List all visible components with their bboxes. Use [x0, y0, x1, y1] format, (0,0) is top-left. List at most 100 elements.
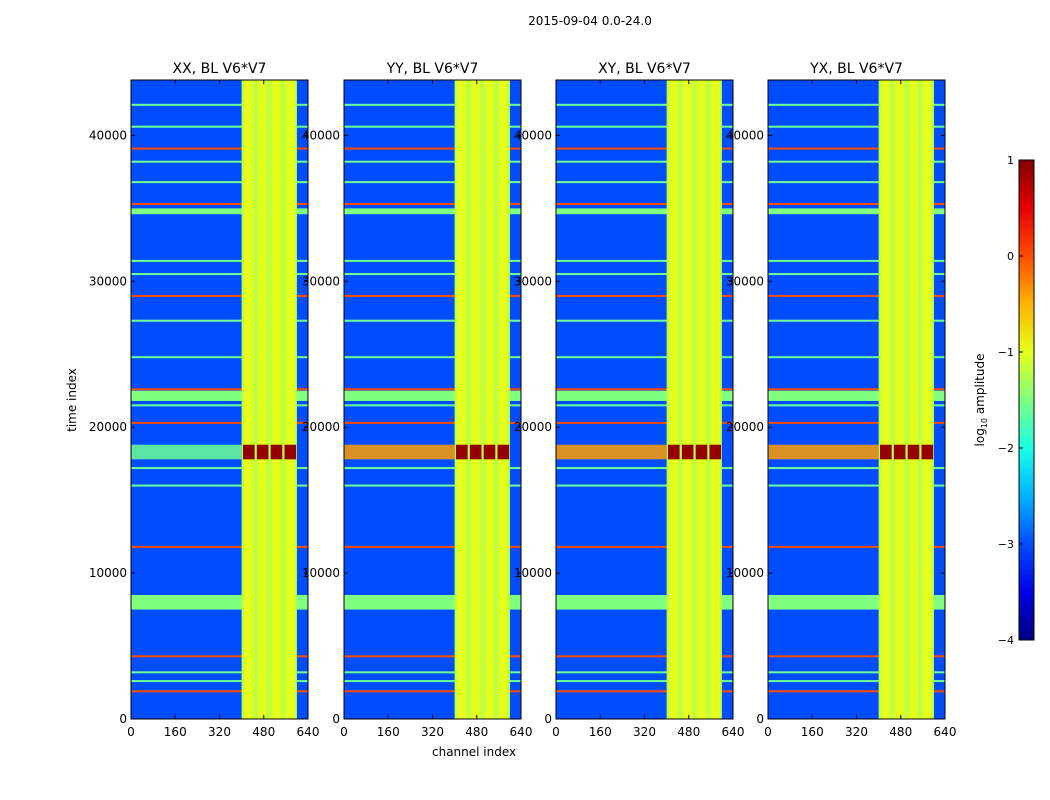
band-subcolumn [484, 80, 494, 719]
rfi-row [768, 294, 945, 297]
colorbar-tick-label: 0 [1007, 250, 1014, 263]
y-tick-label: 0 [544, 712, 552, 726]
x-tick-label: 0 [552, 725, 560, 739]
rfi-block [768, 208, 945, 215]
y-tick-label: 10000 [514, 566, 552, 580]
x-tick-label: 320 [208, 725, 231, 739]
rfi-row [131, 388, 308, 391]
rfi-row [768, 680, 945, 683]
x-tick-label: 160 [377, 725, 400, 739]
rfi-row [768, 319, 945, 322]
rfi-row [131, 545, 308, 548]
saturated-block [469, 444, 482, 460]
panel-title: YX, BL V6*V7 [809, 61, 903, 77]
x-tick-label: 640 [297, 725, 320, 739]
rfi-row [768, 203, 945, 206]
rfi-row [131, 680, 308, 683]
rfi-row [768, 259, 945, 262]
saturated-block [668, 444, 680, 460]
rfi-row [344, 421, 521, 424]
rfi-row [556, 356, 733, 359]
rfi-row [556, 147, 733, 150]
band-subcolumn [696, 80, 706, 719]
x-tick-label: 480 [677, 725, 700, 739]
colorbar-label-main: log [972, 428, 987, 447]
rfi-row [556, 671, 733, 674]
rfi-row [556, 680, 733, 683]
y-tick-label: 30000 [726, 274, 764, 288]
y-tick-label: 20000 [89, 420, 127, 434]
colorbar-gradient [1018, 159, 1035, 641]
rfi-row [768, 125, 945, 128]
y-tick-label: 10000 [726, 566, 764, 580]
rfi-row [768, 690, 945, 693]
band-subcolumn [271, 80, 281, 719]
rfi-block [131, 208, 308, 215]
y-tick-label: 20000 [514, 420, 552, 434]
heatmap-panel-yy: YY, BL V6*V7 0 160 320 480 640 0 10000 20000 3000… [302, 61, 533, 739]
rfi-row [768, 181, 945, 184]
saturated-block [256, 444, 269, 460]
rfi-row [556, 103, 733, 106]
saturated-block [284, 444, 297, 460]
panel-title: XY, BL V6*V7 [598, 61, 691, 77]
x-tick-label: 640 [510, 725, 533, 739]
saturated-block [243, 444, 255, 460]
y-axis-label: time index [65, 368, 79, 432]
x-tick-label: 480 [252, 725, 275, 739]
rfi-row [556, 484, 733, 487]
rfi-row [131, 404, 308, 407]
colorbar-label-tail: amplitude [972, 353, 987, 418]
rfi-row [344, 203, 521, 206]
rfi-row [344, 467, 521, 470]
y-tick-label: 40000 [514, 128, 552, 142]
band-subcolumn [894, 80, 905, 719]
band-subcolumn [470, 80, 481, 719]
rfi-row [344, 181, 521, 184]
rfi-row [131, 259, 308, 262]
saturated-block [921, 444, 934, 460]
rfi-row [556, 319, 733, 322]
rfi-row [131, 147, 308, 150]
x-tick-label: 160 [164, 725, 187, 739]
y-tick-label: 40000 [89, 128, 127, 142]
rfi-row [344, 273, 521, 276]
colorbar-tick-label: −1 [998, 346, 1014, 359]
heatmap-panel-xx: XX, BL V6*V7 0 160 320 480 640 0 10000 20000 3000… [89, 61, 320, 739]
rfi-row [768, 671, 945, 674]
rfi-row [768, 160, 945, 163]
band-subcolumn [243, 80, 254, 719]
rfi-row [344, 388, 521, 391]
x-tick-label: 160 [589, 725, 612, 739]
rfi-block [344, 208, 521, 215]
rfi-row [556, 125, 733, 128]
x-tick-label: 480 [465, 725, 488, 739]
rfi-row [131, 484, 308, 487]
colorbar-tick-label: −2 [998, 442, 1014, 455]
panel-title: XX, BL V6*V7 [173, 61, 267, 77]
saturated-block [893, 444, 906, 460]
rfi-row [344, 655, 521, 658]
x-tick-label: 0 [127, 725, 135, 739]
rfi-row [768, 273, 945, 276]
y-tick-label: 0 [119, 712, 127, 726]
rfi-row [556, 160, 733, 163]
rfi-row [556, 273, 733, 276]
rfi-row [344, 294, 521, 297]
rfi-block [556, 208, 733, 215]
saturated-block [456, 444, 468, 460]
rfi-row [344, 680, 521, 683]
x-tick-label: 320 [421, 725, 444, 739]
rfi-row [556, 388, 733, 391]
event-stripe [344, 444, 455, 460]
band-subcolumn [682, 80, 693, 719]
rfi-row [344, 147, 521, 150]
rfi-row [556, 421, 733, 424]
rfi-row [768, 545, 945, 548]
rfi-row [556, 203, 733, 206]
saturated-block [907, 444, 920, 460]
rfi-row [131, 356, 308, 359]
colorbar-label: log10 amplitude [973, 354, 989, 447]
figure-title: 2015-09-04 0.0-24.0 [528, 14, 652, 28]
band-subcolumn [922, 80, 932, 719]
